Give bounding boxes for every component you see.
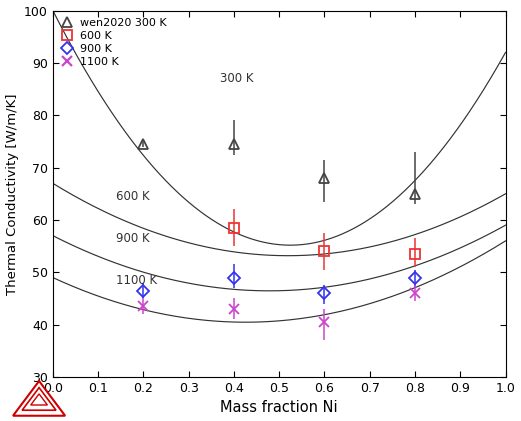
Legend: wen2020 300 K, 600 K, 900 K, 1100 K: wen2020 300 K, 600 K, 900 K, 1100 K [58, 16, 168, 69]
Text: 600 K: 600 K [116, 190, 150, 203]
Text: 300 K: 300 K [220, 72, 254, 85]
Y-axis label: Thermal Conductivity [W/m/K]: Thermal Conductivity [W/m/K] [6, 93, 19, 295]
Text: 900 K: 900 K [116, 232, 150, 245]
Text: 1100 K: 1100 K [116, 274, 157, 287]
X-axis label: Mass fraction Ni: Mass fraction Ni [220, 400, 338, 416]
